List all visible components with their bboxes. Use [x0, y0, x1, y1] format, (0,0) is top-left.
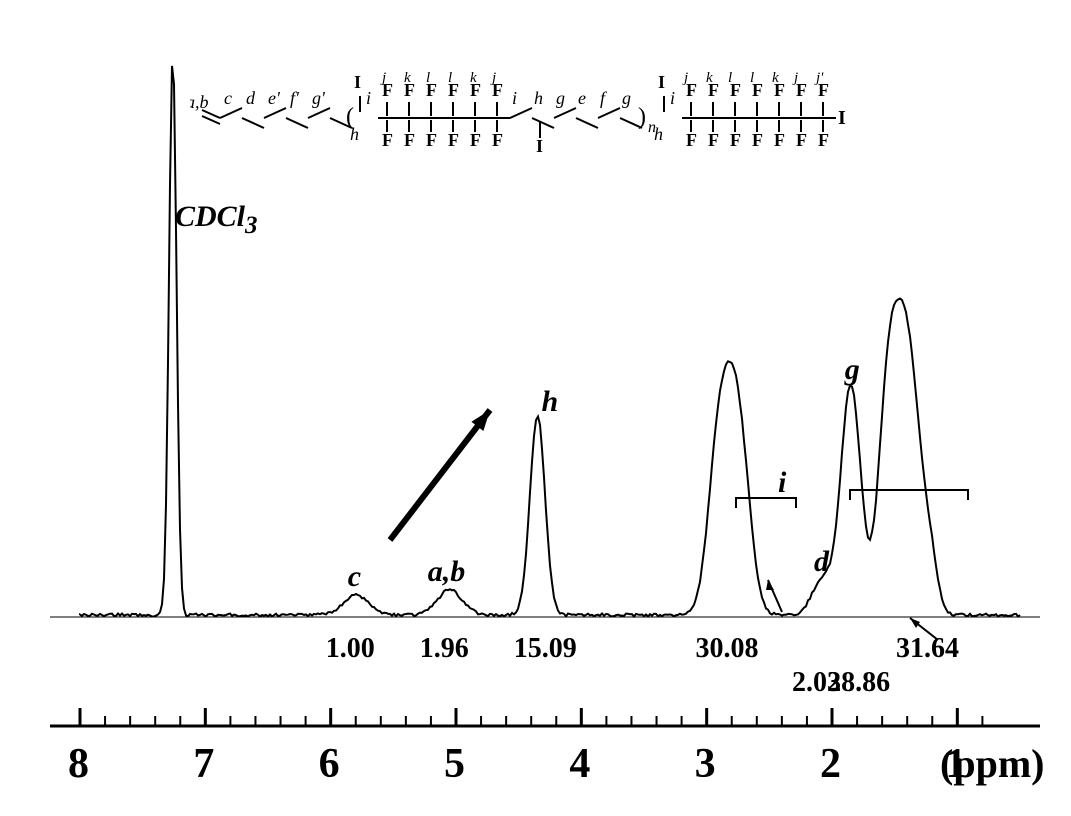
svg-text:j: j	[792, 70, 798, 86]
svg-text:j: j	[490, 70, 496, 86]
peak-label-ab: a,b	[428, 555, 466, 589]
svg-text:F: F	[492, 130, 503, 150]
tick-2: 2	[820, 740, 841, 788]
svg-text:F: F	[774, 130, 785, 150]
svg-text:g': g'	[312, 88, 326, 108]
svg-text:h: h	[654, 124, 663, 144]
svg-text:i: i	[670, 88, 675, 108]
integral-int-i: 30.08	[695, 633, 758, 665]
svg-text:g: g	[556, 88, 565, 108]
svg-text:l: l	[448, 70, 452, 86]
svg-text:I: I	[536, 136, 543, 156]
svg-text:F: F	[708, 130, 719, 150]
svg-text:j': j'	[814, 70, 824, 86]
svg-text:F: F	[818, 130, 829, 150]
tick-3: 3	[695, 740, 716, 788]
tick-8: 8	[68, 740, 89, 788]
integral-int-ab: 1.96	[420, 633, 469, 665]
svg-text:k: k	[404, 70, 411, 86]
integral-int-ef: 31.64	[896, 633, 959, 665]
svg-text:j: j	[682, 70, 688, 86]
svg-text:g: g	[622, 88, 631, 108]
peak-label-g: g	[845, 353, 860, 387]
svg-text:F: F	[382, 130, 393, 150]
svg-text:I: I	[354, 72, 361, 92]
svg-text:e: e	[578, 88, 586, 108]
tick-6: 6	[319, 740, 340, 788]
svg-text:a,b: a,b	[190, 92, 209, 112]
svg-text:d: d	[246, 88, 256, 108]
svg-text:F: F	[404, 130, 415, 150]
svg-text:F: F	[752, 130, 763, 150]
tick-7: 7	[193, 740, 214, 788]
svg-text:l: l	[728, 70, 732, 86]
integral-int-c: 1.00	[326, 633, 375, 665]
tick-4: 4	[569, 740, 590, 788]
svg-text:c: c	[224, 88, 232, 108]
svg-text:k: k	[772, 70, 779, 86]
svg-text:F: F	[730, 130, 741, 150]
svg-text:F: F	[686, 130, 697, 150]
svg-text:i: i	[512, 88, 517, 108]
svg-text:k: k	[470, 70, 477, 86]
peak-label-h: h	[541, 385, 558, 419]
svg-text:I: I	[658, 72, 665, 92]
peak-label-d: d	[814, 545, 829, 579]
svg-text:l: l	[750, 70, 754, 86]
svg-text:k: k	[706, 70, 713, 86]
svg-text:f': f'	[290, 88, 300, 108]
svg-text:I: I	[838, 107, 846, 129]
svg-text:j: j	[380, 70, 386, 86]
molecule-structure: a,bcde'f'g'(IhiFFjFFkFFlFFlFFkFFjihIgefg…	[190, 48, 1010, 168]
label-cdcl3: CDCl3	[175, 200, 258, 240]
integral-int-g: 28.86	[827, 667, 890, 699]
svg-text:F: F	[796, 130, 807, 150]
svg-text:f: f	[600, 88, 608, 108]
svg-text:h: h	[534, 88, 543, 108]
svg-text:l: l	[426, 70, 430, 86]
integral-int-h: 15.09	[514, 633, 577, 665]
peak-label-i3: i	[778, 466, 786, 500]
axis-label-ppm: (ppm)	[940, 740, 1044, 787]
svg-text:h: h	[350, 124, 359, 144]
tick-5: 5	[444, 740, 465, 788]
svg-text:F: F	[470, 130, 481, 150]
svg-text:F: F	[448, 130, 459, 150]
svg-text:F: F	[426, 130, 437, 150]
peak-label-c: c	[348, 560, 361, 594]
svg-text:e': e'	[268, 88, 281, 108]
svg-text:): )	[638, 104, 646, 130]
svg-text:i: i	[366, 88, 371, 108]
